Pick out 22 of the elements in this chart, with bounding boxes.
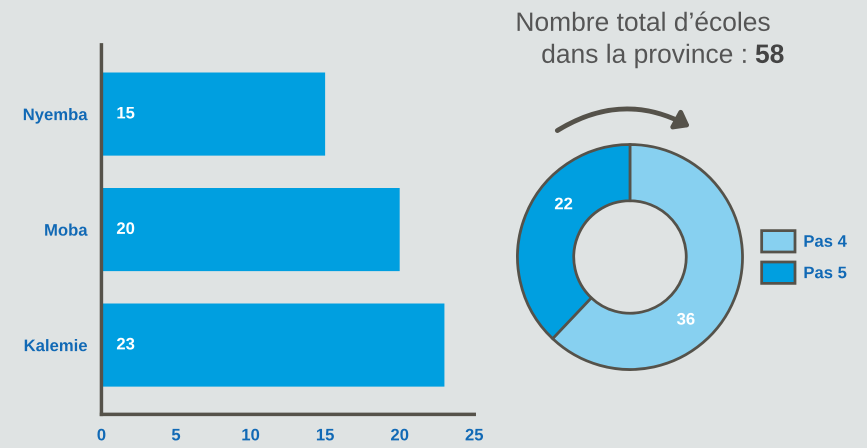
bar [101,72,326,156]
data-label: 23 [116,338,134,350]
data-label: 36 [676,312,695,325]
x-tick-label: 10 [242,428,260,441]
text: 58 [756,44,784,64]
y-tick-label: Moba [45,224,88,236]
legend-label: Pas 4 [804,235,847,247]
x-tick-label: 0 [97,428,106,441]
data-label: 20 [116,222,134,234]
y-tick-label: Nyemba [24,108,88,124]
x-tick-label: 25 [466,428,484,441]
x-tick-label: 15 [316,428,334,441]
x-tick-label: 5 [172,428,180,441]
y-tick-label: Kalemie [24,339,87,352]
bar [101,188,400,272]
data-label: 15 [117,106,134,119]
chart-subtitle: dans la province : [542,44,746,68]
legend-label: Pas 5 [804,266,846,278]
data-label: 22 [554,198,572,210]
chart-title: Nombre total d’écoles [518,11,770,32]
bar [101,304,444,387]
x-tick-label: 20 [390,428,408,441]
